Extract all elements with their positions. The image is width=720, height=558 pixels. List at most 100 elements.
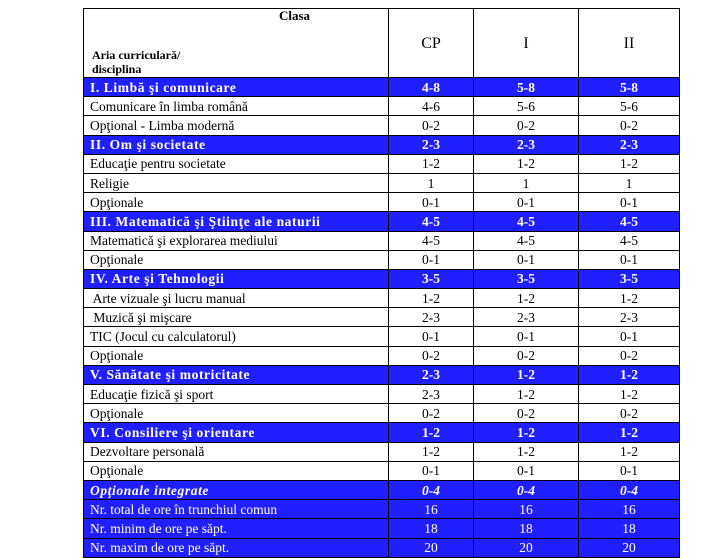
row-label: Educaţie pentru societate: [83, 153, 389, 174]
header-row: Clasa Aria curriculară/ disciplina CP I II: [83, 8, 680, 78]
table-row: Comunicare în limba română 4-6 5-6 5-6: [83, 96, 680, 117]
cell-value: 4-5: [473, 211, 579, 232]
table-row: TIC (Jocul cu calculatorul) 0-1 0-1 0-1: [83, 326, 680, 347]
cell-value: 0-1: [388, 249, 474, 270]
row-label: VI. Consiliere şi orientare: [83, 422, 389, 443]
cell-value: 0-2: [473, 115, 579, 136]
cell-value: 4-6: [388, 96, 474, 117]
cell-value: 0-2: [388, 115, 474, 136]
cell-value: 3-5: [578, 268, 680, 290]
corner-cell: Clasa Aria curriculară/ disciplina: [83, 8, 389, 78]
cell-value: 0-1: [473, 192, 579, 213]
cell-value: 0-4: [578, 479, 680, 501]
cell-value: 1-2: [388, 422, 474, 443]
table-row: IV. Arte şi Tehnologii 3-5 3-5 3-5: [83, 268, 680, 290]
table-row: Opţionale 0-2 0-2 0-2: [83, 403, 680, 424]
cell-value: 4-5: [578, 230, 680, 251]
cell-value: 0-1: [388, 326, 474, 347]
cell-value: 0-1: [388, 192, 474, 213]
row-label: Opţionale: [83, 345, 389, 366]
row-label: Nr. maxim de ore pe săpt.: [83, 537, 389, 558]
corner-bottom: Aria curriculară/ disciplina: [92, 48, 181, 76]
cell-value: 18: [473, 518, 579, 539]
cell-value: 1-2: [473, 288, 579, 309]
cell-value: 1-2: [473, 153, 579, 174]
cell-value: 0-1: [473, 249, 579, 270]
cell-value: 0-2: [578, 403, 680, 424]
cell-value: 2-3: [473, 134, 579, 155]
cell-value: 20: [388, 537, 474, 558]
column-header: CP: [388, 8, 474, 78]
cell-value: 1-2: [473, 364, 579, 386]
table-row: Religie 1 1 1: [83, 172, 680, 194]
cell-value: 3-5: [388, 268, 474, 290]
cell-value: 5-8: [578, 76, 680, 98]
cell-value: 0-2: [578, 115, 680, 136]
row-label: V. Sănătate şi motricitate: [83, 364, 389, 386]
table-row: Opţionale 0-1 0-1 0-1: [83, 460, 680, 481]
cell-value: 18: [578, 518, 680, 539]
row-label: Arte vizuale şi lucru manual: [83, 288, 389, 309]
cell-value: 0-2: [473, 403, 579, 424]
table-row: III. Matematică şi Ştiinţe ale naturii 4-…: [83, 211, 680, 232]
row-label: Opţionale integrate: [83, 479, 389, 501]
row-label: IV. Arte şi Tehnologii: [83, 268, 389, 290]
row-label: Opţionale: [83, 403, 389, 424]
table-row: Arte vizuale şi lucru manual 1-2 1-2 1-2: [83, 288, 680, 309]
table-row: II. Om şi societate 2-3 2-3 2-3: [83, 134, 680, 155]
cell-value: 0-1: [473, 326, 579, 347]
cell-value: 0-1: [388, 460, 474, 481]
cell-value: 3-5: [473, 268, 579, 290]
cell-value: 16: [388, 499, 474, 520]
table-row: V. Sănătate şi motricitate 2-3 1-2 1-2: [83, 364, 680, 386]
table-row: Opţional - Limba modernă 0-2 0-2 0-2: [83, 115, 680, 136]
table-row: Educaţie fizică şi sport 2-3 1-2 1-2: [83, 383, 680, 405]
table-row: Opţionale integrate 0-4 0-4 0-4: [83, 479, 680, 501]
row-label: Nr. minim de ore pe săpt.: [83, 518, 389, 539]
cell-value: 1: [578, 172, 680, 194]
cell-value: 1-2: [578, 422, 680, 443]
cell-value: 16: [578, 499, 680, 520]
cell-value: 1: [388, 172, 474, 194]
row-label: Comunicare în limba română: [83, 96, 389, 117]
row-label: Matematică şi explorarea mediului: [83, 230, 389, 251]
cell-value: 1-2: [473, 383, 579, 405]
cell-value: 1-2: [578, 383, 680, 405]
row-label: Nr. total de ore în trunchiul comun: [83, 499, 389, 520]
cell-value: 2-3: [578, 307, 680, 328]
cell-value: 1-2: [388, 288, 474, 309]
cell-value: 18: [388, 518, 474, 539]
row-label: III. Matematică şi Ştiinţe ale naturii: [83, 211, 389, 232]
column-header: II: [578, 8, 680, 78]
cell-value: 0-1: [578, 249, 680, 270]
table-row: VI. Consiliere şi orientare 1-2 1-2 1-2: [83, 422, 680, 443]
cell-value: 0-1: [578, 192, 680, 213]
cell-value: 1-2: [578, 153, 680, 174]
cell-value: 0-2: [388, 403, 474, 424]
cell-value: 5-8: [473, 76, 579, 98]
cell-value: 0-4: [473, 479, 579, 501]
cell-value: 2-3: [388, 307, 474, 328]
table-row: Educaţie pentru societate 1-2 1-2 1-2: [83, 153, 680, 174]
row-label: TIC (Jocul cu calculatorul): [83, 326, 389, 347]
row-label: Educaţie fizică şi sport: [83, 383, 389, 405]
cell-value: 1-2: [578, 364, 680, 386]
cell-value: 5-6: [473, 96, 579, 117]
cell-value: 4-5: [473, 230, 579, 251]
cell-value: 16: [473, 499, 579, 520]
cell-value: 0-1: [473, 460, 579, 481]
row-label: Opţionale: [83, 249, 389, 270]
cell-value: 2-3: [388, 134, 474, 155]
row-label: Dezvoltare personală: [83, 441, 389, 462]
cell-value: 0-2: [388, 345, 474, 366]
curriculum-table: Clasa Aria curriculară/ disciplina CP I II…: [83, 8, 680, 558]
cell-value: 4-5: [388, 211, 474, 232]
cell-value: 0-1: [578, 326, 680, 347]
cell-value: 0-2: [578, 345, 680, 366]
row-label: Muzică şi mişcare: [83, 307, 389, 328]
cell-value: 2-3: [578, 134, 680, 155]
cell-value: 0-4: [388, 479, 474, 501]
table-row: Opţionale 0-1 0-1 0-1: [83, 249, 680, 270]
cell-value: 1-2: [578, 441, 680, 462]
table-row: Opţionale 0-2 0-2 0-2: [83, 345, 680, 366]
